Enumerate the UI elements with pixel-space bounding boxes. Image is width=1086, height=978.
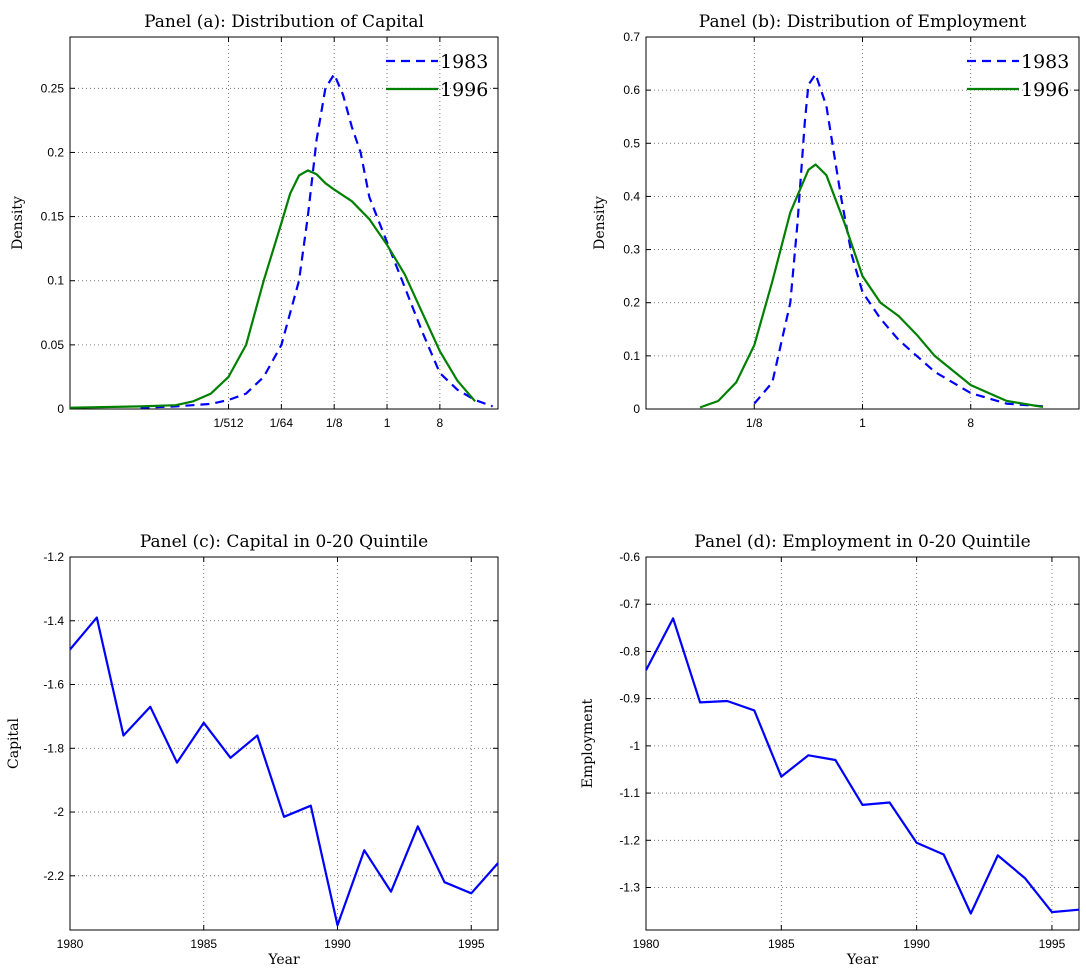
y-tick-label: -0.9	[619, 692, 640, 706]
x-tick-label: 1980	[633, 937, 660, 951]
y-tick-label: -1.2	[43, 550, 64, 564]
y-tick-label: -0.6	[619, 550, 640, 564]
x-tick-label: 1995	[1039, 937, 1066, 951]
y-tick-label: -1.4	[43, 614, 64, 628]
y-tick-label: 0.1	[623, 349, 640, 363]
legend-label: 1996	[1021, 79, 1069, 101]
y-axis-label: Density	[10, 196, 26, 250]
plot-frame	[645, 556, 1080, 931]
x-tick-label: 1/8	[746, 416, 763, 430]
y-tick-label: -1.8	[43, 741, 64, 755]
series-line-0	[645, 617, 1080, 915]
y-tick-label: 0	[633, 402, 640, 416]
y-axis-label: Employment	[580, 698, 596, 788]
legend-label: 1996	[440, 79, 488, 101]
y-tick-label: -1.3	[619, 881, 640, 895]
chart-title: Panel (c): Capital in 0-20 Quintile	[140, 532, 428, 552]
x-axis-label: Year	[267, 952, 300, 968]
chart-panel-d: 1980 1985 1990 1995 -0.6 -0.7 -0.8 -0.9 -1 -1.1 -1…	[580, 532, 1080, 968]
y-axis-label: Density	[592, 196, 608, 250]
y-tick-label: -1.1	[619, 786, 640, 800]
y-tick-label: 0.6	[623, 83, 640, 97]
x-tick-label: 1990	[903, 937, 930, 951]
y-tick-label: -2.2	[43, 869, 64, 883]
y-tick-label: 0.2	[47, 145, 64, 159]
y-tick-label: 0.05	[41, 338, 65, 352]
y-tick-label: -0.7	[619, 597, 640, 611]
y-tick-label: 0.4	[623, 189, 640, 203]
series-line-0	[69, 616, 499, 927]
x-tick-label: 8	[437, 416, 444, 430]
x-tick-label: 1	[859, 416, 866, 430]
x-tick-label: 1985	[190, 937, 217, 951]
y-tick-label: -1.2	[619, 833, 640, 847]
y-tick-label: -1.6	[43, 678, 64, 692]
y-tick-label: 0.25	[41, 81, 65, 95]
plot-frame	[69, 36, 499, 410]
chart-panel-c: 1980 1985 1990 1995 -1.2 -1.4 -1.6 -1.8 -2 -2.2 Pa…	[6, 532, 499, 968]
y-tick-label: 0.5	[623, 136, 640, 150]
y-tick-label: -2	[53, 805, 64, 819]
x-tick-label: 1995	[458, 937, 485, 951]
y-tick-label: 0.15	[41, 210, 65, 224]
chart-panel-a: 1/512 1/64 1/8 1 8 0 0.05 0.1 0.15 0.2 0.25 Panel (…	[10, 12, 499, 430]
x-axis-label: Year	[846, 952, 879, 968]
chart-panel-b: 1/8 1 8 0 0.1 0.2 0.3 0.4 0.5 0.6 0.7 Panel (b): Di…	[592, 12, 1080, 430]
x-tick-label: 1990	[324, 937, 351, 951]
x-tick-label: 1/8	[326, 416, 343, 430]
x-tick-label: 1980	[57, 937, 84, 951]
y-tick-label: -1	[629, 739, 640, 753]
y-tick-label: -0.8	[619, 644, 640, 658]
y-tick-label: 0.1	[47, 274, 64, 288]
series-line-1983	[753, 73, 1043, 408]
x-tick-label: 1/64	[270, 416, 294, 430]
series-line-1996	[69, 169, 476, 409]
chart-title: Panel (d): Employment in 0-20 Quintile	[694, 532, 1030, 552]
y-axis-label: Capital	[6, 718, 22, 769]
legend-label: 1983	[440, 51, 488, 73]
x-tick-label: 1/512	[214, 416, 244, 430]
x-tick-label: 1985	[768, 937, 795, 951]
plot-frame	[69, 556, 499, 931]
chart-title: Panel (b): Distribution of Employment	[699, 12, 1027, 32]
y-tick-label: 0.2	[623, 296, 640, 310]
legend-label: 1983	[1021, 51, 1069, 73]
chart-title: Panel (a): Distribution of Capital	[144, 12, 424, 32]
series-line-1996	[699, 163, 1044, 409]
y-tick-label: 0.7	[623, 30, 640, 44]
y-tick-label: 0	[57, 402, 64, 416]
x-tick-label: 8	[967, 416, 974, 430]
y-tick-label: 0.3	[623, 243, 640, 257]
x-tick-label: 1	[384, 416, 391, 430]
